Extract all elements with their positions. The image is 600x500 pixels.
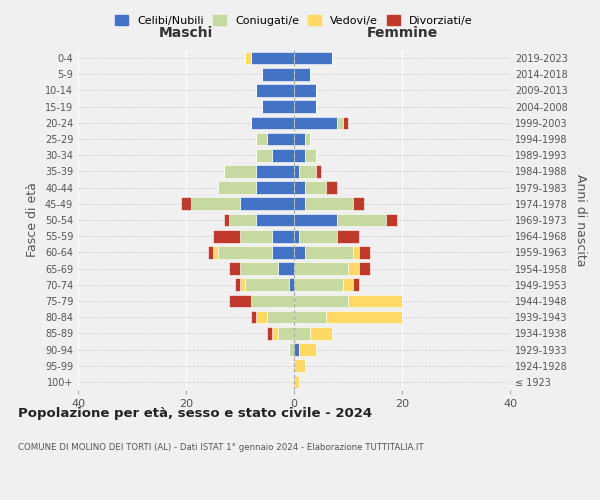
Bar xyxy=(299,230,337,242)
Bar xyxy=(262,68,294,80)
Bar xyxy=(337,230,359,242)
Bar xyxy=(294,327,310,340)
Bar xyxy=(353,198,364,210)
Bar xyxy=(348,262,359,275)
Bar xyxy=(240,262,278,275)
Bar xyxy=(294,182,305,194)
Bar xyxy=(353,278,359,291)
Bar xyxy=(262,100,294,113)
Bar xyxy=(218,246,272,258)
Bar xyxy=(294,343,299,356)
Bar xyxy=(272,246,294,258)
Bar xyxy=(343,116,348,129)
Bar xyxy=(294,262,348,275)
Text: Popolazione per età, sesso e stato civile - 2024: Popolazione per età, sesso e stato civil… xyxy=(18,408,372,420)
Bar xyxy=(326,182,337,194)
Y-axis label: Anni di nascita: Anni di nascita xyxy=(574,174,587,266)
Bar xyxy=(305,198,353,210)
Bar xyxy=(294,230,299,242)
Bar xyxy=(235,278,240,291)
Bar xyxy=(353,246,359,258)
Bar xyxy=(256,182,294,194)
Bar xyxy=(294,278,343,291)
Bar xyxy=(294,100,316,113)
Bar xyxy=(289,278,294,291)
Bar xyxy=(294,165,299,177)
Bar xyxy=(343,278,353,291)
Bar xyxy=(224,214,229,226)
Bar xyxy=(294,52,332,64)
Bar xyxy=(305,149,316,162)
Bar xyxy=(386,214,397,226)
Bar xyxy=(294,68,310,80)
Bar xyxy=(289,343,294,356)
Bar xyxy=(278,327,294,340)
Bar xyxy=(229,214,256,226)
Bar xyxy=(305,182,326,194)
Bar xyxy=(256,311,267,324)
Bar xyxy=(181,198,191,210)
Text: COMUNE DI MOLINO DEI TORTI (AL) - Dati ISTAT 1° gennaio 2024 - Elaborazione TUTT: COMUNE DI MOLINO DEI TORTI (AL) - Dati I… xyxy=(18,442,424,452)
Y-axis label: Fasce di età: Fasce di età xyxy=(26,182,39,258)
Bar xyxy=(337,116,343,129)
Bar xyxy=(240,230,272,242)
Bar xyxy=(272,327,278,340)
Bar xyxy=(267,311,294,324)
Bar xyxy=(245,278,289,291)
Bar xyxy=(213,230,240,242)
Bar xyxy=(272,149,294,162)
Text: Femmine: Femmine xyxy=(367,26,437,40)
Bar xyxy=(294,360,305,372)
Bar xyxy=(251,116,294,129)
Bar xyxy=(310,327,332,340)
Bar xyxy=(240,198,294,210)
Bar xyxy=(326,311,402,324)
Bar xyxy=(294,376,299,388)
Bar xyxy=(294,198,305,210)
Bar xyxy=(316,165,321,177)
Bar xyxy=(229,262,240,275)
Bar xyxy=(251,294,294,308)
Bar xyxy=(294,84,316,97)
Text: Maschi: Maschi xyxy=(159,26,213,40)
Bar xyxy=(294,311,326,324)
Bar xyxy=(305,246,353,258)
Bar xyxy=(213,246,218,258)
Bar xyxy=(224,165,256,177)
Legend: Celibi/Nubili, Coniugati/e, Vedovi/e, Divorziati/e: Celibi/Nubili, Coniugati/e, Vedovi/e, Di… xyxy=(111,10,477,30)
Bar xyxy=(294,214,337,226)
Bar xyxy=(251,311,256,324)
Bar xyxy=(267,132,294,145)
Bar xyxy=(191,198,240,210)
Bar xyxy=(294,246,305,258)
Bar xyxy=(294,132,305,145)
Bar xyxy=(245,52,251,64)
Bar xyxy=(294,116,337,129)
Bar xyxy=(218,182,256,194)
Bar xyxy=(299,165,316,177)
Bar xyxy=(256,149,272,162)
Bar xyxy=(359,262,370,275)
Bar xyxy=(240,278,245,291)
Bar xyxy=(294,149,305,162)
Bar xyxy=(294,294,348,308)
Bar xyxy=(359,246,370,258)
Bar xyxy=(337,214,386,226)
Bar xyxy=(256,84,294,97)
Bar xyxy=(256,165,294,177)
Bar xyxy=(256,132,267,145)
Bar xyxy=(251,52,294,64)
Bar xyxy=(208,246,213,258)
Bar xyxy=(256,214,294,226)
Bar xyxy=(229,294,251,308)
Bar xyxy=(272,230,294,242)
Bar xyxy=(278,262,294,275)
Bar xyxy=(267,327,272,340)
Bar xyxy=(348,294,402,308)
Bar xyxy=(305,132,310,145)
Bar xyxy=(299,343,316,356)
